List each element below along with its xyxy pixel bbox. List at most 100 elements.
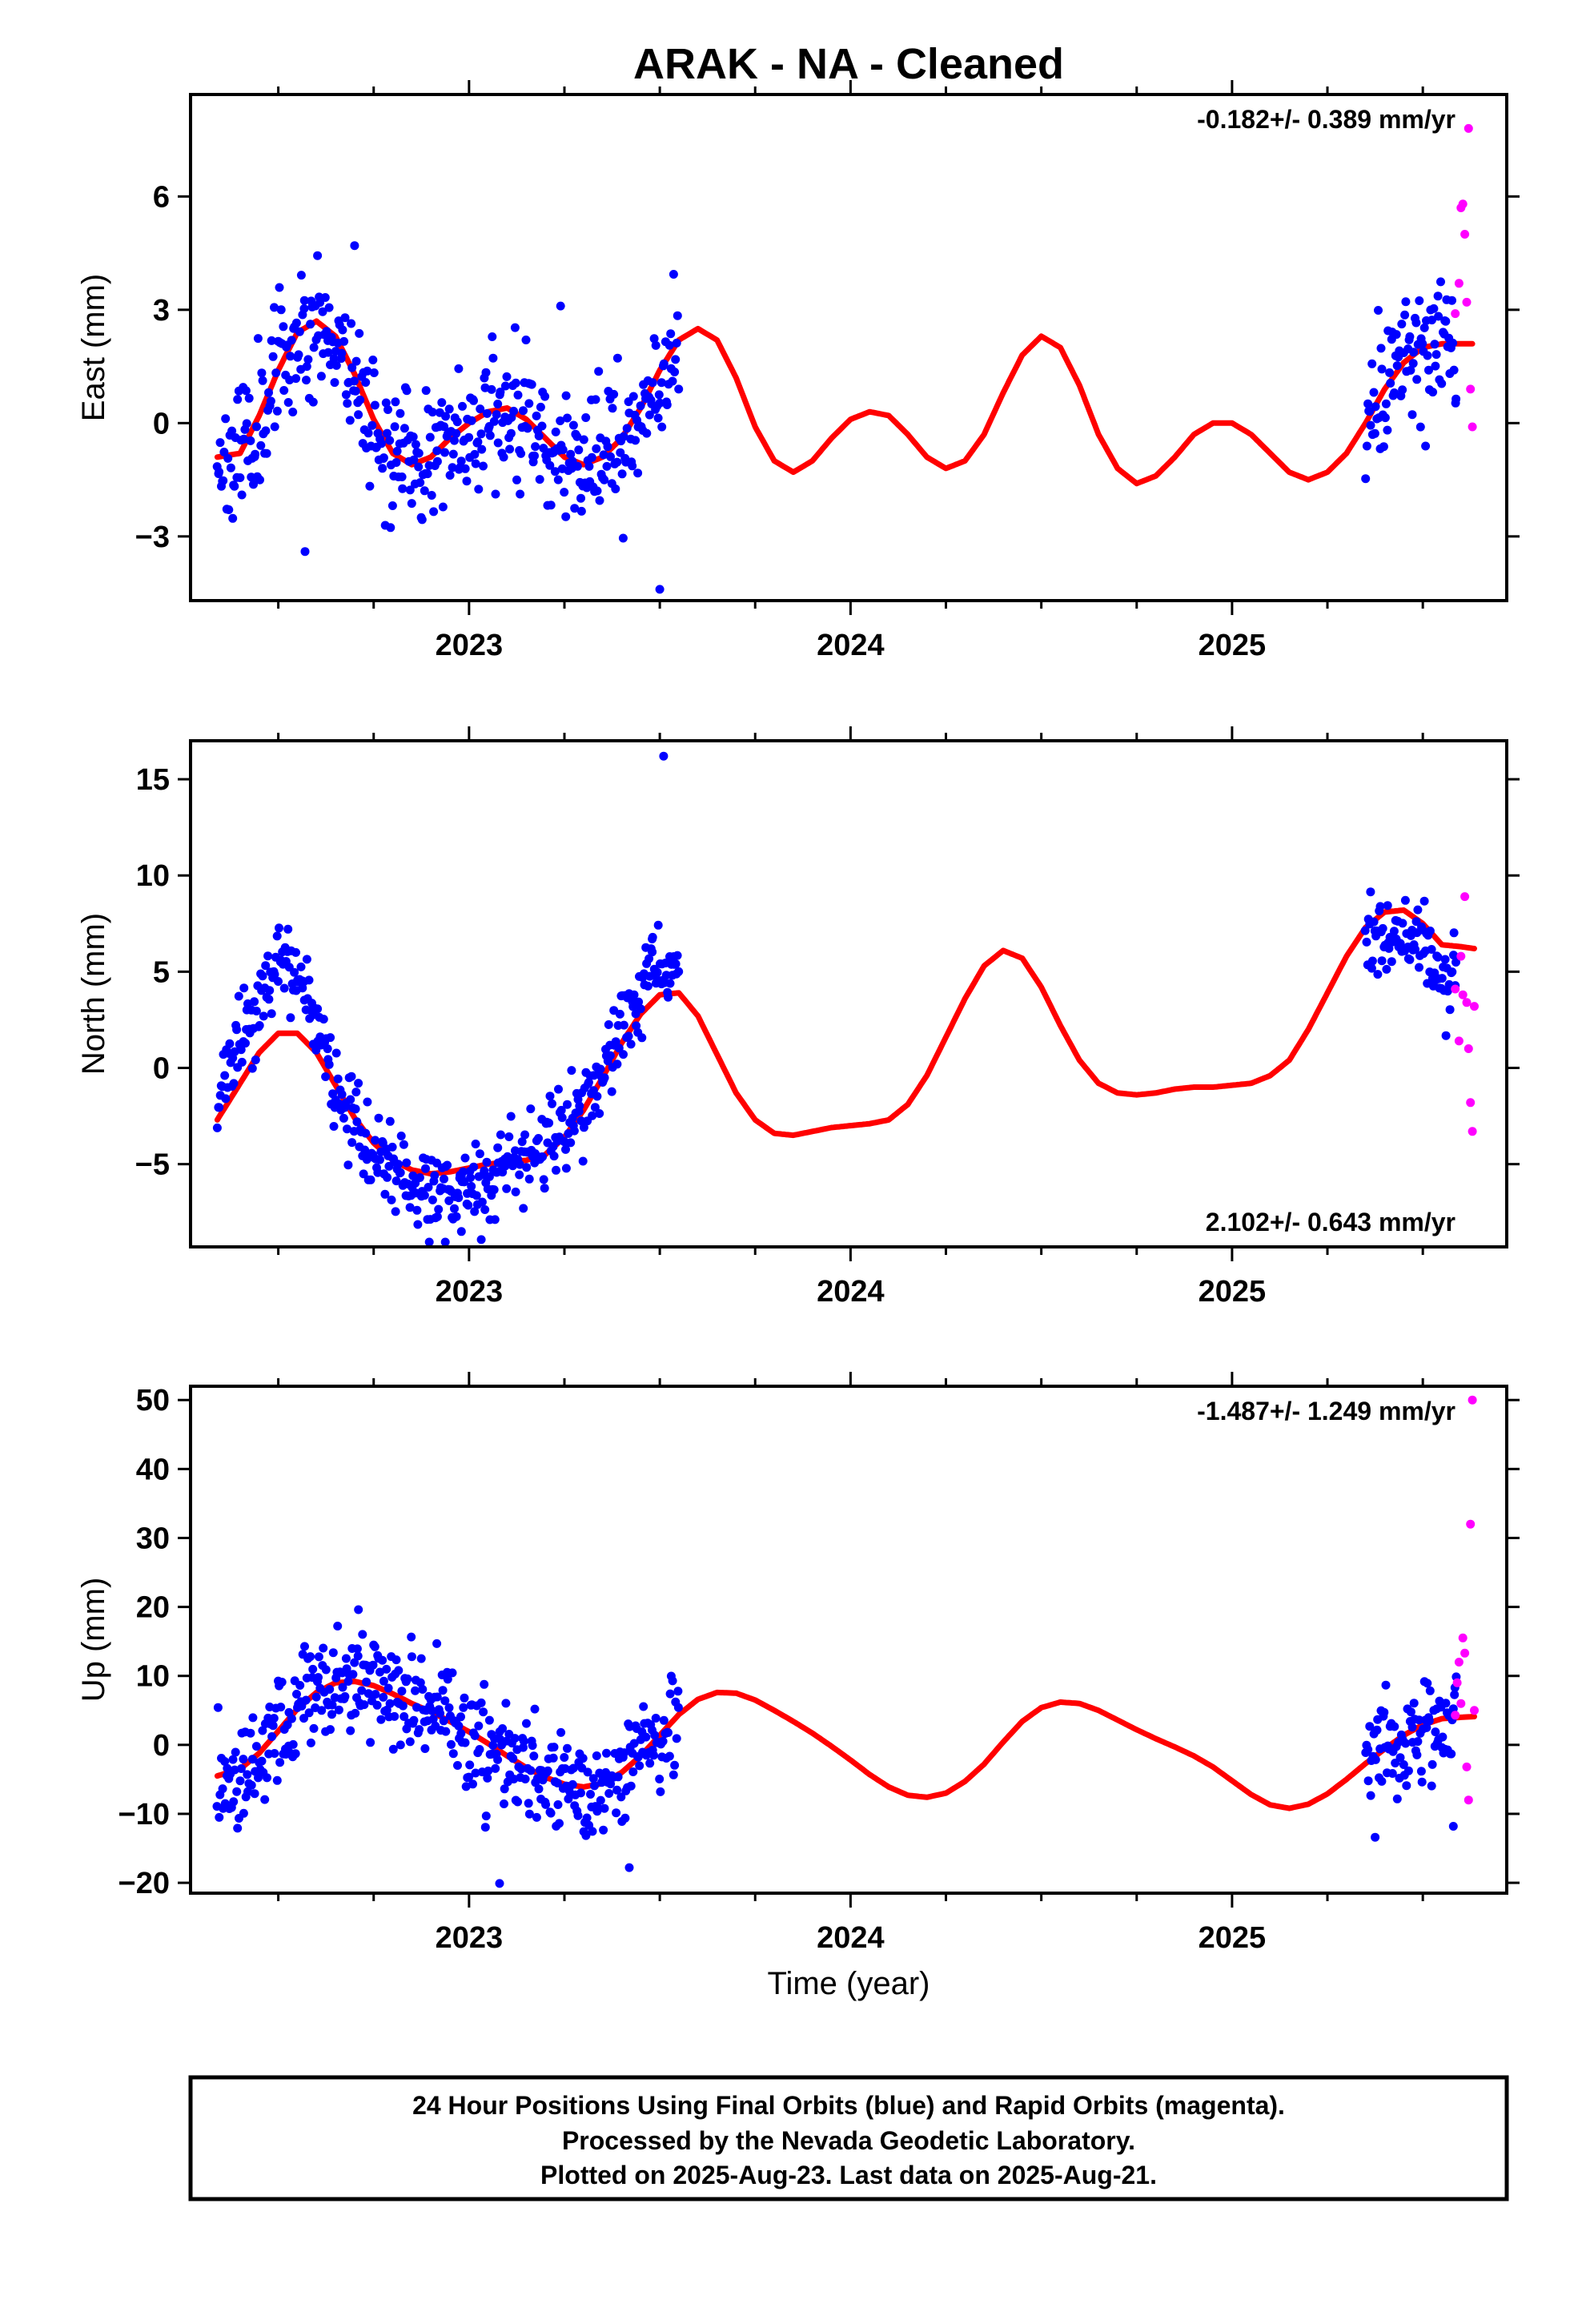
north-final-point bbox=[480, 1166, 489, 1176]
north-final-point bbox=[673, 951, 682, 960]
east-final-point bbox=[302, 376, 311, 385]
north-rapid-point bbox=[1466, 1098, 1476, 1108]
north-final-point bbox=[374, 1113, 383, 1123]
north-final-point bbox=[215, 1103, 224, 1112]
north-rapid-point bbox=[1451, 984, 1460, 994]
east-final-point bbox=[279, 386, 289, 395]
up-final-point bbox=[243, 1787, 252, 1796]
up-final-point bbox=[359, 1700, 369, 1710]
east-final-point bbox=[493, 400, 503, 408]
north-y-tick-label: 5 bbox=[153, 955, 170, 989]
east-final-point bbox=[659, 359, 669, 368]
east-rapid-point bbox=[1466, 384, 1476, 394]
east-final-point bbox=[671, 355, 681, 364]
north-rapid-point bbox=[1460, 892, 1470, 902]
north-final-point bbox=[469, 1162, 479, 1172]
east-rapid-point bbox=[1462, 297, 1472, 307]
east-final-point bbox=[242, 419, 251, 428]
north-final-point bbox=[220, 1071, 230, 1080]
east-final-point bbox=[251, 449, 260, 459]
up-final-point bbox=[215, 1812, 224, 1822]
north-final-point bbox=[619, 1050, 628, 1059]
up-final-point bbox=[626, 1781, 636, 1791]
north-final-point bbox=[637, 1033, 647, 1043]
north-final-point bbox=[584, 1078, 593, 1087]
east-final-point bbox=[276, 305, 286, 315]
east-final-point bbox=[347, 363, 357, 372]
east-final-point bbox=[622, 424, 632, 433]
east-final-point bbox=[438, 502, 448, 512]
north-final-point bbox=[261, 961, 271, 971]
east-final-point bbox=[516, 489, 525, 499]
east-final-point bbox=[261, 426, 271, 436]
up-final-point bbox=[354, 1605, 363, 1614]
east-y-tick-label: 0 bbox=[153, 407, 170, 440]
north-final-point bbox=[1373, 970, 1383, 979]
up-final-point bbox=[448, 1749, 458, 1759]
east-final-point bbox=[340, 313, 350, 323]
up-final-point bbox=[258, 1726, 267, 1735]
north-final-point bbox=[611, 1037, 620, 1047]
north-final-point bbox=[450, 1204, 459, 1213]
east-final-point bbox=[509, 406, 519, 416]
east-final-point bbox=[1365, 407, 1375, 416]
up-final-point bbox=[304, 1708, 314, 1718]
east-final-point bbox=[363, 366, 372, 376]
north-final-point bbox=[576, 1116, 586, 1126]
north-y-axis-label: North (mm) bbox=[76, 913, 111, 1075]
north-rapid-points bbox=[1451, 892, 1479, 1136]
east-final-point bbox=[288, 408, 298, 416]
north-final-point bbox=[1437, 974, 1447, 983]
east-final-point bbox=[566, 449, 576, 459]
east-final-point bbox=[1421, 441, 1431, 451]
east-final-point bbox=[460, 464, 470, 473]
north-final-point bbox=[520, 1130, 530, 1140]
north-final-point bbox=[544, 1118, 554, 1128]
east-final-point bbox=[653, 413, 663, 423]
north-final-point bbox=[615, 1009, 624, 1019]
up-final-point bbox=[443, 1675, 452, 1684]
up-final-point bbox=[495, 1879, 504, 1888]
east-final-point bbox=[219, 476, 228, 485]
north-final-point bbox=[554, 1084, 563, 1094]
up-x-tick-label: 2023 bbox=[436, 1921, 504, 1955]
east-final-point bbox=[458, 401, 467, 411]
east-final-point bbox=[537, 421, 547, 431]
north-final-point bbox=[440, 1174, 448, 1184]
east-final-point bbox=[1367, 359, 1377, 368]
east-final-point bbox=[563, 413, 572, 423]
east-final-point bbox=[1369, 388, 1379, 397]
up-final-point bbox=[1427, 1781, 1436, 1791]
east-final-point bbox=[345, 416, 355, 425]
up-final-point bbox=[668, 1676, 677, 1686]
north-final-point bbox=[1366, 887, 1375, 897]
north-final-point bbox=[1433, 952, 1443, 962]
north-final-point bbox=[1377, 956, 1387, 966]
up-final-point bbox=[376, 1715, 386, 1724]
up-final-point bbox=[656, 1787, 665, 1796]
east-final-point bbox=[392, 446, 402, 456]
up-final-point bbox=[548, 1753, 558, 1763]
north-final-point bbox=[1378, 923, 1387, 933]
north-final-point bbox=[1425, 927, 1435, 935]
north-final-point bbox=[413, 1220, 423, 1229]
north-final-point bbox=[428, 1195, 437, 1204]
north-final-point bbox=[659, 751, 669, 761]
east-final-point bbox=[1428, 388, 1438, 397]
east-final-point bbox=[427, 491, 436, 500]
up-final-point bbox=[269, 1714, 279, 1723]
up-final-point bbox=[1392, 1794, 1402, 1803]
up-final-point bbox=[560, 1753, 569, 1762]
east-final-point bbox=[553, 475, 563, 485]
north-final-point bbox=[343, 1160, 353, 1170]
east-final-point bbox=[246, 436, 255, 445]
up-final-point bbox=[1395, 1753, 1405, 1763]
east-final-point bbox=[441, 412, 451, 421]
east-final-point bbox=[1381, 399, 1391, 408]
east-final-point bbox=[215, 467, 224, 476]
up-final-point bbox=[1415, 1715, 1424, 1725]
north-final-point bbox=[1367, 963, 1376, 973]
north-final-point bbox=[567, 1066, 576, 1076]
north-final-point bbox=[552, 1165, 560, 1175]
east-final-point bbox=[1379, 442, 1388, 452]
